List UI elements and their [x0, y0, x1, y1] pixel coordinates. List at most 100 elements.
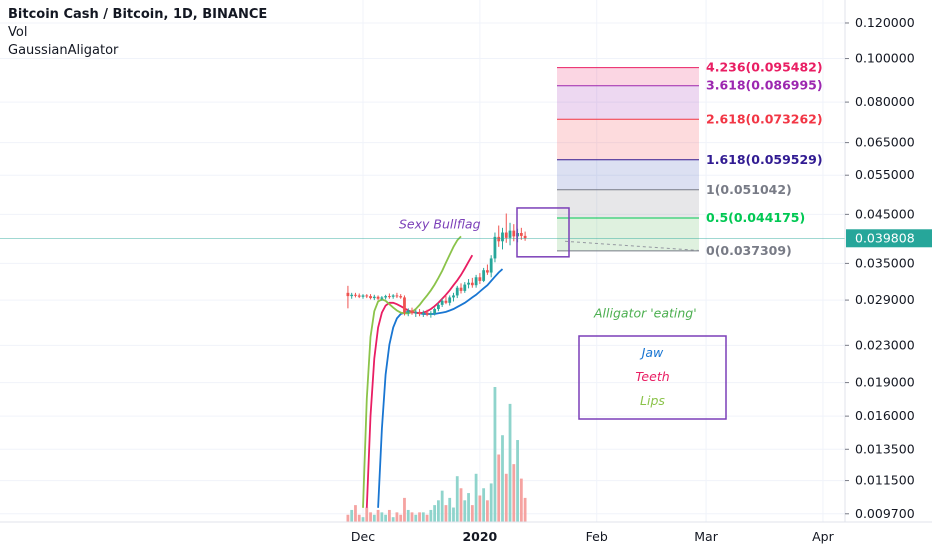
volume-bar: [395, 512, 399, 522]
time-tick-label: Feb: [586, 529, 608, 544]
candle-body: [467, 282, 470, 285]
volume-bar: [455, 476, 459, 522]
candle-body: [346, 292, 350, 297]
candle-body: [493, 236, 497, 259]
indicator-line-lips: [362, 235, 462, 508]
volume-bar: [357, 514, 361, 522]
candle-body: [519, 233, 523, 236]
chart-legend: Bitcoin Cash / Bitcoin, 1D, BINANCE Vol …: [8, 6, 267, 60]
candle-body: [508, 230, 512, 238]
bullflag-label[interactable]: Sexy Bullflag: [399, 217, 481, 232]
volume-bar: [425, 514, 429, 522]
volume-bar: [440, 490, 444, 522]
time-tick-label: Mar: [694, 529, 718, 544]
volume-bar: [433, 505, 437, 522]
time-tick-label: Apr: [812, 529, 834, 544]
candle-body: [497, 236, 501, 242]
volume-bar: [459, 488, 463, 522]
bullflag-box[interactable]: [516, 207, 570, 258]
candle-body: [391, 295, 395, 297]
volume-indicator-label[interactable]: Vol: [8, 25, 28, 40]
volume-bar: [361, 517, 365, 522]
candle-body: [437, 304, 440, 310]
symbol-title[interactable]: Bitcoin Cash / Bitcoin, 1D, BINANCE: [8, 7, 268, 22]
alligator-indicator-label[interactable]: GaussianAligator: [8, 43, 119, 58]
indicator-legend-box[interactable]: [578, 335, 727, 420]
price-tick-label: 0.055000: [855, 167, 915, 182]
candle-body: [452, 295, 455, 298]
fib-zone: [557, 189, 699, 218]
volume-bar: [365, 507, 369, 522]
volume-bar: [354, 505, 357, 522]
volume-bar: [384, 514, 388, 522]
candle-body: [421, 312, 425, 315]
price-axis-background: [845, 0, 932, 550]
candle-body: [440, 300, 444, 305]
candle-body: [486, 270, 489, 273]
candle-body: [418, 311, 421, 315]
fib-level-label: 0.5(0.044175): [706, 210, 805, 225]
price-tick-label: 0.100000: [855, 51, 915, 66]
price-tick-label: 0.065000: [855, 135, 915, 150]
candle-body: [380, 297, 384, 299]
price-tick-label: 0.029000: [855, 292, 915, 307]
candle-body: [369, 296, 372, 299]
volume-bar: [429, 509, 433, 522]
candle-body: [474, 277, 478, 286]
legend-box-teeth: Teeth: [635, 369, 669, 384]
price-tick-label: 0.009700: [855, 506, 915, 521]
candle-body: [425, 312, 429, 315]
candle-body: [463, 284, 467, 291]
volume-bar: [350, 509, 354, 522]
alligator-annotation[interactable]: Alligator 'eating': [593, 306, 697, 321]
volume-bar: [493, 387, 497, 522]
candle-body: [433, 309, 437, 314]
candle-body: [478, 277, 482, 281]
legend-box-jaw: Jaw: [639, 345, 664, 360]
current-price-tag[interactable]: [846, 229, 932, 248]
candle-body: [357, 295, 361, 297]
candle-body: [482, 270, 486, 281]
volume-bar: [463, 500, 467, 522]
price-tick-label: 0.023000: [855, 337, 915, 352]
volume-bar: [414, 514, 418, 522]
volume-bar: [437, 500, 440, 522]
price-tick-label: 0.016000: [855, 408, 915, 423]
volume-bar: [501, 435, 504, 522]
candle-body: [504, 232, 508, 238]
candle-body: [399, 296, 403, 298]
candle-body: [410, 310, 414, 314]
fib-level-label: 1(0.051042): [706, 182, 792, 197]
price-tick-label: 0.019000: [855, 375, 915, 390]
volume-bar: [497, 454, 501, 522]
candle-body: [455, 287, 459, 296]
volume-bar: [421, 512, 425, 522]
candle-body: [395, 295, 399, 297]
price-tick-label: 0.011500: [855, 473, 915, 488]
volume-bar: [470, 505, 474, 522]
volume-bar: [452, 507, 455, 522]
price-tick-label: 0.120000: [855, 15, 915, 30]
volume-bar: [346, 514, 350, 522]
candle-body: [429, 313, 433, 315]
candle-body: [523, 235, 527, 239]
candle-body: [354, 294, 357, 296]
volume-bar: [474, 473, 478, 522]
candle-body: [365, 295, 369, 297]
volume-bar: [504, 473, 508, 522]
fib-zone: [557, 159, 699, 190]
candle-body: [489, 258, 493, 273]
fib-level-label: 1.618(0.059529): [706, 152, 823, 167]
volume-bar: [387, 509, 391, 522]
volume-bar: [486, 500, 489, 522]
price-tick-label: 0.045000: [855, 206, 915, 221]
volume-bar: [403, 497, 406, 522]
candle-body: [361, 295, 365, 297]
fib-zone: [557, 217, 699, 251]
volume-bar: [512, 464, 516, 522]
fib-level-label: 3.618(0.086995): [706, 78, 823, 93]
fib-level-label: 2.618(0.073262): [706, 111, 823, 126]
candle-body: [376, 296, 380, 299]
candle-body: [414, 311, 418, 314]
